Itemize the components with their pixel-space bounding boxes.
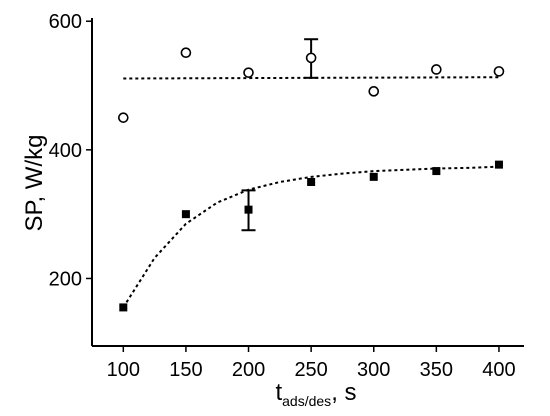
filled-square-point (369, 172, 378, 181)
y-axis-label: SP, W/kg (21, 135, 48, 232)
filled-square-point (119, 303, 128, 312)
x-tick-labels: 100 150 200 250 300 350 400 (107, 359, 516, 381)
filled-square-point (494, 160, 503, 169)
y-tick-label: 400 (49, 140, 82, 162)
x-axis-label-main: t (275, 379, 282, 406)
open-circle-point (180, 47, 192, 59)
x-axis-label: tads/des, s (275, 379, 356, 409)
x-tick-label: 150 (169, 359, 202, 381)
filled-square-point (181, 210, 190, 219)
open-circle-point (493, 66, 505, 77)
x-tick-label: 300 (357, 359, 390, 381)
x-tick-label: 200 (232, 359, 265, 381)
fit-curve (122, 165, 500, 308)
filled-square-point (244, 205, 253, 214)
x-tick-label: 400 (482, 359, 515, 381)
open-circle-point (118, 112, 129, 123)
open-circle-point (243, 67, 254, 78)
data-markers (118, 47, 505, 312)
open-circle-point (431, 64, 442, 75)
x-tick-label: 100 (107, 359, 140, 381)
fit-curves (122, 76, 500, 308)
x-tick-label: 250 (294, 359, 327, 381)
y-tick-labels: 200 400 600 (49, 11, 82, 290)
error-bars (241, 38, 319, 232)
y-tick-label: 200 (49, 268, 82, 290)
filled-square-point (307, 178, 316, 186)
open-circle-point (368, 86, 380, 97)
x-tick-label: 350 (420, 359, 453, 381)
open-circle-point (305, 52, 317, 64)
y-tick-label: 600 (49, 11, 82, 33)
filled-square-point (432, 167, 441, 176)
x-axis-label-subscript: ads/des (282, 393, 331, 409)
x-axis-label-suffix: , s (331, 379, 356, 406)
axes (86, 18, 524, 352)
